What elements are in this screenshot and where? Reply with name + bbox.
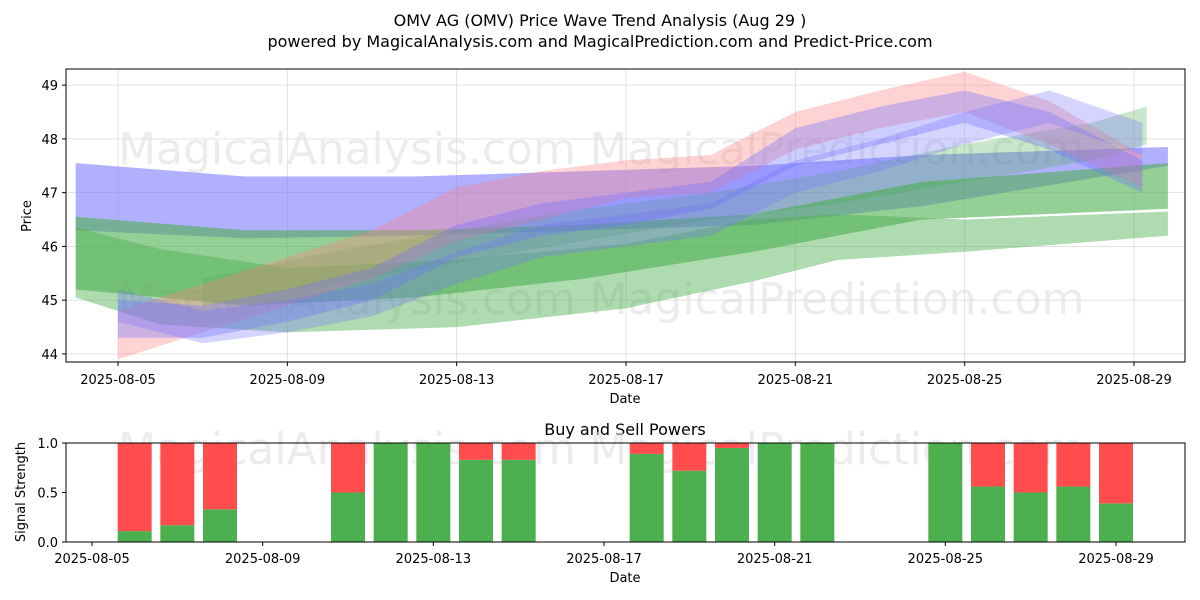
price-band-blue-0: [75, 147, 1168, 239]
price-x-label: Date: [609, 392, 640, 407]
price-y-tick-label: 44: [41, 348, 58, 363]
buy-bar: [1056, 486, 1091, 542]
price-x-tick-label: 2025-08-29: [1096, 373, 1172, 388]
signal-bars: [117, 443, 1133, 542]
price-x-tick-label: 2025-08-25: [927, 373, 1003, 388]
price-bands: [75, 71, 1168, 360]
sell-bar: [117, 443, 152, 532]
buy-bar: [971, 486, 1005, 542]
buy-bar: [203, 509, 237, 542]
sell-bar: [629, 443, 664, 454]
watermark-analysis-top: MagicalAnalysis.com: [118, 124, 576, 175]
sell-bar: [1013, 443, 1048, 493]
buy-bar: [928, 443, 963, 542]
price-panel: MagicalAnalysis.com MagicalPrediction.co…: [20, 68, 1186, 407]
signal-y-tick-label: 0.5: [37, 487, 58, 502]
signal-x-tick-label: 2025-08-21: [737, 552, 813, 567]
signal-x-tick-label: 2025-08-25: [908, 552, 984, 567]
price-x-tick-label: 2025-08-21: [758, 373, 834, 388]
signal-panel: Buy and Sell Powers MagicalAnalysis.com …: [14, 420, 1186, 586]
sell-bar: [203, 443, 237, 510]
sell-bar: [501, 443, 536, 460]
signal-x-tick-label: 2025-08-09: [225, 552, 301, 567]
price-band-green-3: [202, 106, 1147, 306]
signal-x-tick-label: 2025-08-29: [1078, 552, 1154, 567]
price-y-tick-label: 47: [41, 187, 58, 202]
buy-bar: [672, 470, 707, 542]
chart-subtitle: powered by MagicalAnalysis.com and Magic…: [267, 32, 932, 51]
price-y-label: Price: [20, 200, 35, 232]
price-y-tick-label: 46: [41, 240, 58, 255]
buy-bar: [757, 443, 792, 542]
sell-bar: [1056, 443, 1091, 487]
buy-bar: [1013, 492, 1048, 542]
price-y-tick-label: 45: [41, 294, 58, 309]
buy-bar: [331, 492, 365, 542]
price-band-green-2: [75, 211, 1168, 333]
buy-bar: [160, 525, 195, 542]
price-band-red-4: [118, 71, 1143, 360]
buy-bar: [117, 531, 152, 542]
sell-bar: [971, 443, 1005, 487]
price-y-tick-label: 49: [41, 79, 58, 94]
signal-x-label: Date: [609, 571, 640, 586]
chart-title: OMV AG (OMV) Price Wave Trend Analysis (…: [394, 11, 807, 30]
signal-y-label: Signal Strength: [14, 442, 29, 542]
buy-bar: [373, 443, 408, 542]
price-band-blue-6: [118, 90, 1143, 344]
signal-x-tick-label: 2025-08-13: [396, 552, 472, 567]
sell-bar: [1099, 443, 1133, 504]
signal-y-ticks: 0.0 0.5 1.0: [37, 437, 66, 551]
price-x-tick-label: 2025-08-09: [250, 373, 326, 388]
signal-y-tick-label: 0.0: [37, 536, 58, 551]
price-x-tick-label: 2025-08-13: [419, 373, 495, 388]
price-x-ticks: 2025-08-05 2025-08-09 2025-08-13 2025-08-17…: [80, 362, 1172, 388]
watermark-prediction-signal: MagicalPrediction.com: [590, 424, 1085, 475]
buy-bar: [459, 459, 493, 542]
buy-bar: [800, 443, 835, 542]
signal-x-tick-label: 2025-08-17: [566, 552, 642, 567]
price-band-green-1: [75, 163, 1168, 306]
signal-x-tick-label: 2025-08-05: [54, 552, 130, 567]
buy-bar: [501, 459, 536, 542]
sell-bar: [160, 443, 195, 526]
signal-title: Buy and Sell Powers: [544, 420, 706, 439]
price-y-ticks: 44 45 46 47 48 49: [41, 79, 66, 363]
buy-bar: [1099, 503, 1133, 542]
price-y-tick-label: 48: [41, 133, 58, 148]
buy-bar: [715, 447, 749, 542]
buy-bar: [416, 443, 451, 542]
sell-bar: [715, 443, 749, 448]
sell-bar: [672, 443, 707, 471]
sell-bar: [459, 443, 493, 460]
signal-y-tick-label: 1.0: [37, 437, 58, 452]
price-x-tick-label: 2025-08-05: [80, 373, 156, 388]
sell-bar: [331, 443, 365, 493]
price-band-blue-5: [118, 90, 1143, 338]
price-x-tick-label: 2025-08-17: [588, 373, 664, 388]
watermark-prediction-bottom: MagicalPrediction.com: [590, 274, 1085, 325]
signal-x-ticks: 2025-08-05 2025-08-09 2025-08-13 2025-08-17…: [54, 542, 1154, 567]
buy-bar: [629, 453, 664, 542]
